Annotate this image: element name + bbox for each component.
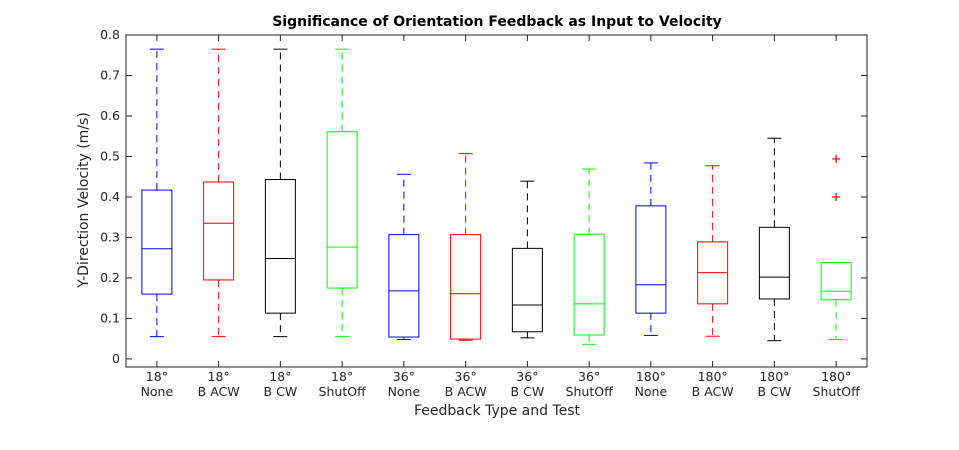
box xyxy=(820,262,852,301)
x-tick-label-line2: None xyxy=(635,384,668,399)
x-tick-label-line2: ShutOff xyxy=(566,384,614,399)
box xyxy=(758,226,790,300)
x-tick-label-line2: B CW xyxy=(758,384,792,399)
y-tick-label: 0 xyxy=(112,351,120,366)
x-tick-label-line1: 18° xyxy=(146,369,168,384)
x-tick-label-line2: ShutOff xyxy=(319,384,367,399)
y-tick-label: 0.7 xyxy=(100,67,120,82)
y-tick-label: 0.3 xyxy=(100,229,120,244)
x-tick-label-line1: 180° xyxy=(759,369,789,384)
x-tick-label-line1: 18° xyxy=(269,369,291,384)
x-tick-label-line1: 180° xyxy=(636,369,666,384)
box xyxy=(450,234,482,340)
box xyxy=(203,181,235,281)
x-tick-label-line1: 36° xyxy=(455,369,477,384)
box xyxy=(141,189,173,295)
y-axis-label: Y-Direction Velocity (m/s) xyxy=(76,112,92,289)
y-tick-label: 0.2 xyxy=(100,270,120,285)
x-tick-label-line2: None xyxy=(141,384,174,399)
x-tick-label-line1: 36° xyxy=(393,369,415,384)
y-tick-label: 0.8 xyxy=(100,27,120,42)
box xyxy=(326,131,358,289)
box xyxy=(388,234,420,338)
x-tick-label-line1: 18° xyxy=(331,369,353,384)
box xyxy=(635,205,667,314)
y-tick-label: 0.1 xyxy=(100,310,120,325)
x-tick-label-line2: B ACW xyxy=(445,384,487,399)
x-tick-label-line2: B ACW xyxy=(198,384,240,399)
x-tick-label-line2: None xyxy=(388,384,421,399)
box xyxy=(511,247,543,333)
chart-title: Significance of Orientation Feedback as … xyxy=(272,14,722,30)
x-tick-label-line1: 180° xyxy=(698,369,728,384)
x-tick-label-line2: B ACW xyxy=(692,384,734,399)
x-tick-label-line2: B CW xyxy=(264,384,298,399)
x-tick-label-line1: 36° xyxy=(516,369,538,384)
x-tick-label-line1: 18° xyxy=(208,369,230,384)
plot-frame xyxy=(125,34,868,368)
box xyxy=(264,179,296,314)
y-tick-label: 0.4 xyxy=(100,189,120,204)
box xyxy=(573,233,605,336)
x-axis-label: Feedback Type and Test xyxy=(414,403,581,419)
x-tick-label-line1: 36° xyxy=(578,369,600,384)
y-tick-label: 0.5 xyxy=(100,148,120,163)
y-tick-label: 0.6 xyxy=(100,108,120,123)
x-tick-label-line1: 180° xyxy=(821,369,851,384)
x-tick-label-line2: ShutOff xyxy=(813,384,861,399)
x-tick-label-line2: B CW xyxy=(511,384,545,399)
